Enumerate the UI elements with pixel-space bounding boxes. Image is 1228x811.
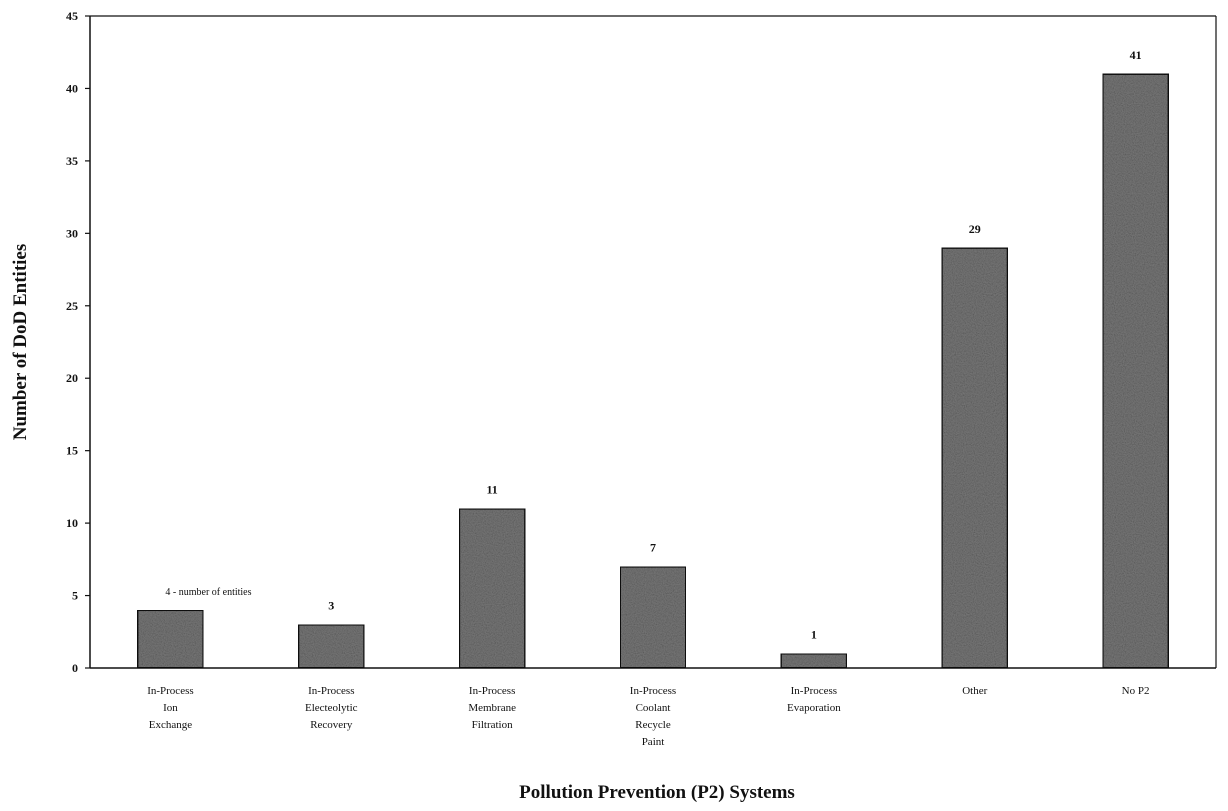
- category-label: No P2: [1122, 685, 1150, 697]
- y-axis-title: Number of DoD Entities: [10, 244, 31, 441]
- data-label: 11: [486, 483, 497, 497]
- category-label: In-Process Ion Exchange: [147, 685, 193, 731]
- y-tick-label: 10: [66, 516, 78, 530]
- y-tick-label: 0: [72, 661, 78, 675]
- data-label: 4 - number of entities: [165, 587, 251, 598]
- data-label: 7: [650, 541, 656, 555]
- bar: [136, 609, 205, 669]
- y-axis-ticks: 0 5 10 15 20 25 30 35 40 45: [66, 9, 90, 675]
- y-tick-label: 5: [72, 589, 78, 603]
- y-tick-label: 15: [66, 444, 78, 458]
- category-label: In-Process Evaporation: [787, 685, 841, 714]
- y-tick-label: 30: [66, 226, 78, 240]
- y-tick-label: 25: [66, 299, 78, 313]
- bar: [1101, 72, 1170, 669]
- y-tick-label: 35: [66, 154, 78, 168]
- y-tick-label: 20: [66, 371, 78, 385]
- bar: [779, 652, 848, 669]
- data-labels: 4 - number of entities 3 11 7 1 29 41: [165, 48, 1141, 642]
- bar: [619, 565, 687, 669]
- y-tick-label: 40: [66, 81, 78, 95]
- y-tick-label: 45: [66, 9, 78, 23]
- category-label: Other: [962, 685, 987, 697]
- category-label: In-Process Membrane Filtration: [468, 685, 516, 731]
- data-label: 41: [1130, 48, 1142, 62]
- x-axis-categories: In-Process Ion Exchange In-Process Electeoly…: [147, 685, 1149, 748]
- category-label: In-Process Electeolytic Recovery: [305, 685, 358, 731]
- bar-group: [136, 72, 1170, 669]
- data-label: 3: [328, 599, 334, 613]
- category-label: In-Process Coolant Recycle Paint: [630, 685, 676, 748]
- data-label: 1: [811, 628, 817, 642]
- x-axis-title: Pollution Prevention (P2) Systems: [519, 782, 795, 803]
- plot-frame: [89, 15, 1217, 669]
- bar: [458, 507, 527, 669]
- bar: [940, 246, 1009, 669]
- data-label: 29: [969, 222, 981, 236]
- bar: [297, 623, 366, 669]
